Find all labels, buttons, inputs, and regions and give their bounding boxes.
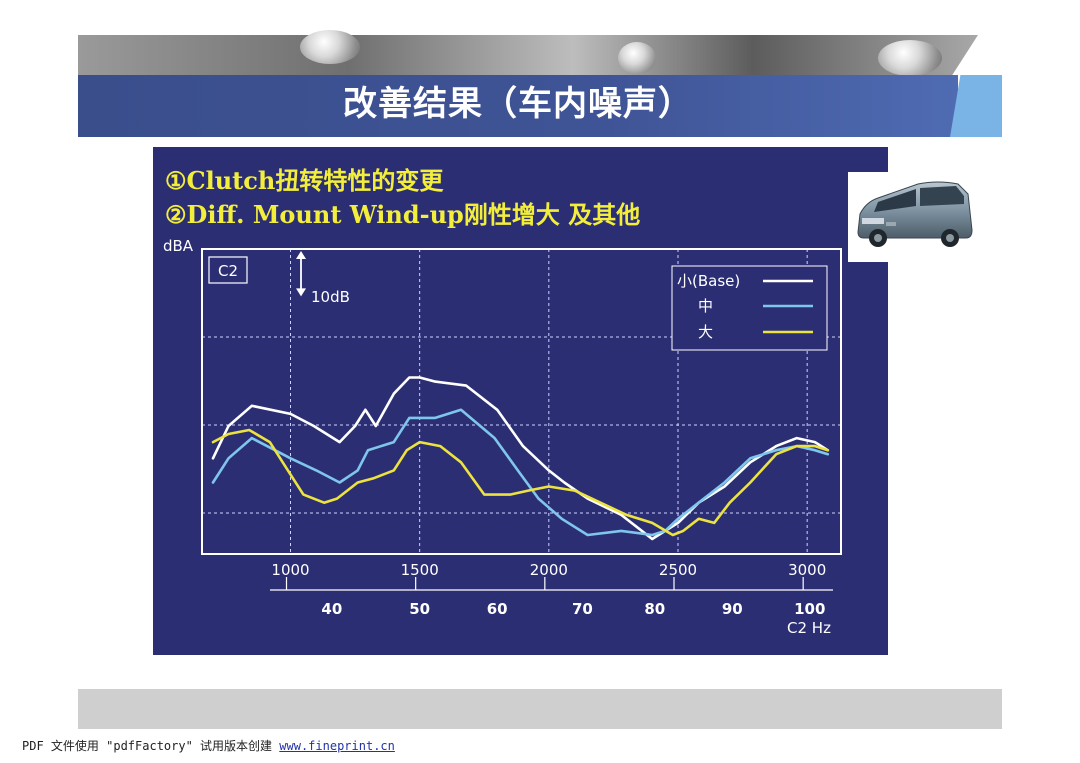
x-tick-label: 1000 <box>271 561 309 579</box>
x-tick-label: 1500 <box>401 561 439 579</box>
series-line-1 <box>211 408 830 537</box>
chart-headline: ①Clutch扭转特性的变更 <box>165 166 444 195</box>
legend-label: 小(Base) <box>677 272 740 290</box>
series-line-0 <box>211 376 830 541</box>
x-tick-label: 3000 <box>788 561 826 579</box>
secondary-tick-label: 70 <box>572 600 593 618</box>
chart-headline: ②Diff. Mount Wind-up刚性增大 及其他 <box>165 200 640 229</box>
scale-arrow-head-up <box>296 251 306 259</box>
footer-note: PDF 文件使用 "pdfFactory" 试用版本创建 www.finepri… <box>22 737 395 754</box>
series-line-2 <box>211 428 830 537</box>
decorative-bubble <box>300 30 360 64</box>
chart-panel: ①Clutch扭转特性的变更 ②Diff. Mount Wind-up刚性增大 及… <box>153 147 888 655</box>
van-photo <box>848 172 978 262</box>
legend: 小(Base) 中大 <box>671 265 828 351</box>
secondary-tick-label: 80 <box>644 600 665 618</box>
x-tick-label: 2000 <box>530 561 568 579</box>
panel-label: C2 <box>218 262 238 280</box>
scale-arrow-head-down <box>296 288 306 297</box>
title-accent <box>950 75 1002 137</box>
secondary-tick-label: 60 <box>487 600 508 618</box>
secondary-tick-label: 40 <box>321 600 342 618</box>
title-bar <box>78 75 958 137</box>
x-axis-label: C2 Hz <box>787 619 831 637</box>
decorative-bubble <box>618 42 656 74</box>
plot-frame <box>201 248 842 555</box>
secondary-tick-label: 50 <box>409 600 430 618</box>
x-tick-label: 2500 <box>659 561 697 579</box>
footer-link[interactable]: www.fineprint.cn <box>279 739 395 753</box>
noise-chart: ①Clutch扭转特性的变更 ②Diff. Mount Wind-up刚性增大 及… <box>163 166 842 637</box>
header-banner <box>78 35 978 77</box>
page-title: 改善结果（车内噪声） <box>343 84 693 124</box>
decorative-bubble <box>878 40 942 76</box>
footer-note-text: PDF 文件使用 "pdfFactory" 试用版本创建 <box>22 739 273 753</box>
legend-label: 中 <box>698 297 713 315</box>
scale-annotation: 10dB <box>311 288 350 306</box>
secondary-tick-label: 90 <box>722 600 743 618</box>
panel-label-box <box>208 256 248 284</box>
legend-label: 大 <box>698 323 713 341</box>
secondary-tick-label: 100 <box>794 600 825 618</box>
y-axis-label: dBA <box>163 237 194 255</box>
footer-bar <box>78 689 1002 729</box>
